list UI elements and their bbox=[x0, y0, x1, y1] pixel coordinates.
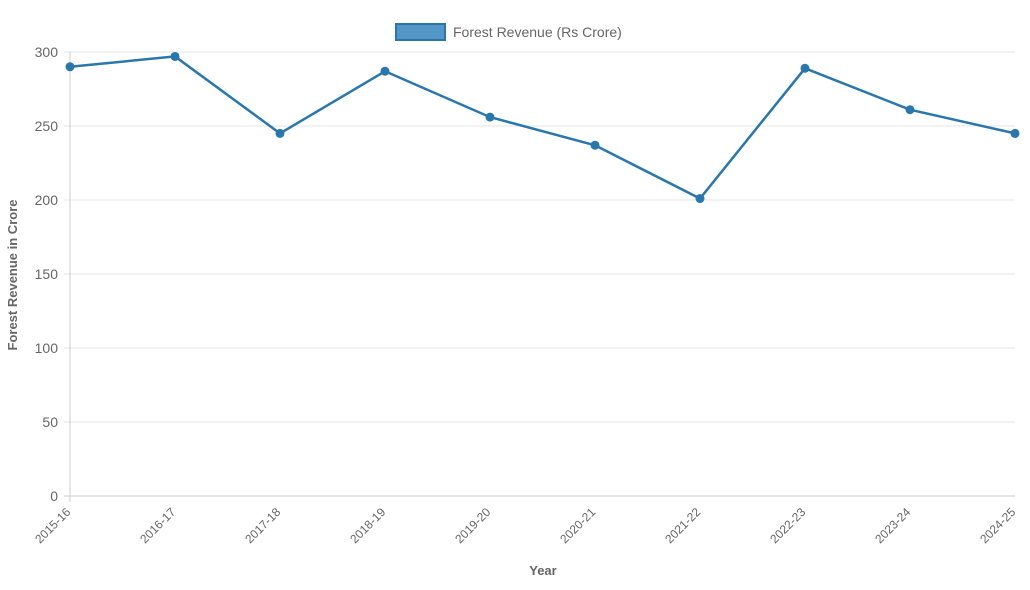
data-point bbox=[800, 63, 810, 73]
y-tick-label: 50 bbox=[42, 414, 58, 430]
data-point bbox=[170, 51, 180, 61]
data-point bbox=[275, 128, 285, 138]
x-tick-label: 2019-20 bbox=[452, 505, 493, 546]
x-tick-label: 2020-21 bbox=[557, 505, 598, 546]
x-tick-label: 2015-16 bbox=[32, 505, 73, 546]
x-tick-label: 2021-22 bbox=[662, 505, 703, 546]
data-point bbox=[380, 66, 390, 76]
x-tick-label: 2023-24 bbox=[872, 505, 913, 546]
legend[interactable]: Forest Revenue (Rs Crore) bbox=[395, 23, 622, 41]
data-point bbox=[905, 105, 915, 115]
y-tick-label: 300 bbox=[35, 44, 59, 60]
x-tick-label: 2017-18 bbox=[242, 505, 283, 546]
y-tick-label: 100 bbox=[35, 340, 59, 356]
x-tick-label: 2022-23 bbox=[767, 505, 808, 546]
data-point bbox=[65, 62, 75, 72]
y-tick-label: 0 bbox=[50, 488, 58, 504]
y-axis-label: Forest Revenue in Crore bbox=[5, 200, 20, 351]
x-tick-label: 2024-25 bbox=[977, 505, 1018, 546]
x-tick-label: 2018-19 bbox=[347, 505, 388, 546]
y-tick-label: 200 bbox=[35, 192, 59, 208]
data-point bbox=[485, 112, 495, 122]
y-tick-label: 250 bbox=[35, 118, 59, 134]
series-line bbox=[69, 55, 1016, 201]
data-point bbox=[1010, 128, 1020, 138]
legend-swatch bbox=[395, 23, 446, 41]
x-axis-label: Year bbox=[529, 563, 556, 578]
data-point bbox=[695, 194, 705, 204]
legend-label: Forest Revenue (Rs Crore) bbox=[453, 24, 622, 40]
data-point bbox=[590, 140, 600, 150]
x-tick-label: 2016-17 bbox=[137, 505, 178, 546]
y-tick-label: 150 bbox=[35, 266, 59, 282]
